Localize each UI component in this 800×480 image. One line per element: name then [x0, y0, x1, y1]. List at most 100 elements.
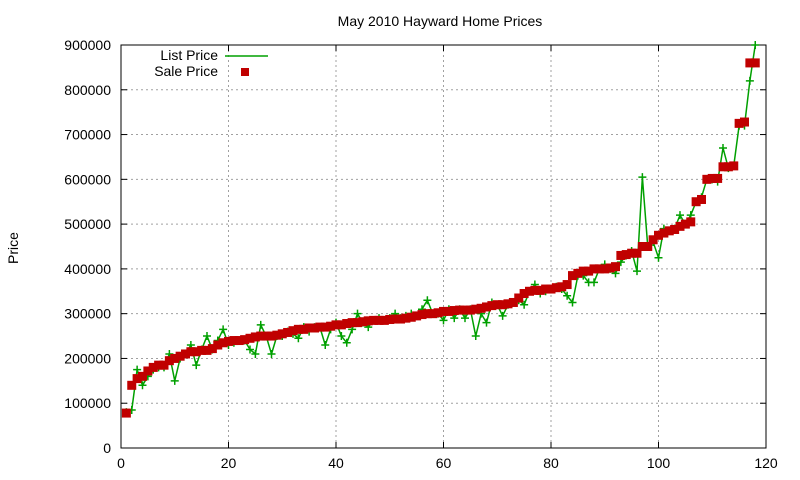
sale-price-point [616, 250, 626, 260]
sale-price-point [132, 374, 142, 384]
list-price-point [439, 316, 448, 325]
sale-price-point [492, 300, 502, 310]
sale-price-point [277, 329, 287, 339]
sale-price-point [224, 336, 233, 346]
sale-price-point [745, 58, 755, 68]
sale-price-point [304, 323, 314, 333]
y-tick-label: 700000 [64, 127, 111, 143]
sale-price-point [406, 312, 416, 322]
sale-price-point [121, 408, 131, 418]
legend-label-list-price: List Price [160, 47, 218, 63]
sale-price-point [648, 235, 658, 245]
sale-price-point [680, 219, 690, 229]
sale-price-point [170, 353, 180, 363]
sale-price-point [439, 306, 448, 316]
sale-price-point [288, 326, 298, 336]
sale-price-point [455, 305, 465, 315]
y-tick-label: 600000 [64, 171, 111, 187]
sale-price-point [326, 321, 336, 331]
x-tick-label: 100 [647, 455, 671, 471]
sale-price-point [267, 331, 276, 341]
y-tick-label: 100000 [64, 395, 111, 411]
sale-price-point [213, 340, 223, 350]
sale-price-point [498, 300, 508, 310]
sale-price-point [245, 333, 255, 343]
list-price-point [745, 76, 754, 85]
x-tick-label: 60 [436, 455, 452, 471]
list-price-point [267, 349, 276, 358]
sale-price-point [363, 316, 373, 326]
sale-price-point [627, 248, 637, 258]
sale-price-point [664, 226, 674, 236]
sale-price-point [562, 280, 572, 290]
list-price-point [676, 211, 684, 220]
sale-price-point [611, 262, 620, 272]
sale-price-point [293, 324, 303, 334]
sale-price-point [181, 349, 190, 359]
sale-price-point [396, 314, 405, 324]
sale-price-point [482, 302, 491, 312]
sale-price-point [175, 351, 185, 361]
sale-price-point [369, 315, 379, 325]
sale-price-point [240, 335, 250, 345]
sale-price-point [530, 285, 540, 295]
list-price-point [294, 334, 303, 343]
sale-price-point [487, 301, 497, 311]
y-tick-label: 0 [103, 440, 111, 456]
list-price-point [498, 311, 507, 320]
sale-price-point [353, 318, 362, 328]
sale-price-point [417, 310, 427, 320]
y-tick-label: 900000 [64, 37, 111, 53]
y-tick-label: 200000 [64, 350, 111, 366]
sale-price-point [750, 58, 760, 68]
sale-price-point [568, 271, 577, 281]
sale-price-point [476, 303, 486, 313]
sale-price-point [713, 173, 723, 183]
y-tick-label: 400000 [64, 261, 111, 277]
list-price-point [256, 320, 265, 329]
sale-price-point [299, 324, 309, 334]
list-price-point [633, 267, 641, 276]
sale-price-point [465, 305, 475, 315]
chart-title: May 2010 Hayward Home Prices [338, 13, 543, 29]
sale-price-point [229, 336, 239, 346]
sale-price-point [272, 330, 282, 340]
sale-price-point [535, 285, 545, 295]
sale-price-point [578, 266, 588, 276]
sale-price-point [164, 356, 174, 366]
sale-price-point [675, 221, 685, 231]
list-price-point [590, 278, 598, 287]
list-price-point [203, 332, 211, 341]
sale-price-point [261, 331, 271, 341]
sale-price-point [605, 263, 615, 273]
sale-price-point [250, 332, 260, 342]
sale-price-point [127, 380, 137, 390]
list-price-point [170, 376, 179, 385]
list-price-point [654, 253, 663, 262]
legend-swatch-sale-price [241, 68, 249, 76]
sale-price-point [659, 228, 669, 238]
list-price-point [133, 365, 142, 374]
sale-price-point [686, 217, 696, 227]
list-price-point [423, 296, 432, 305]
sale-price-point [670, 224, 680, 234]
list-price-point [321, 341, 330, 350]
sale-price-point [138, 371, 147, 381]
list-price-point [568, 298, 577, 307]
y-tick-label: 500000 [64, 216, 111, 232]
sale-price-point [734, 118, 744, 128]
sale-price-point [154, 360, 164, 370]
sale-price-point [525, 286, 534, 296]
sale-price-point [207, 344, 217, 354]
sale-price-point [460, 305, 470, 315]
sale-price-point [702, 174, 712, 184]
sale-price-point [310, 323, 319, 333]
sale-price-point [632, 248, 642, 258]
sale-price-point [202, 345, 212, 355]
sale-price-point [283, 327, 293, 337]
sale-price-point [374, 315, 384, 325]
tick-labels: 0 100000 200000 300000 400000 500000 600000 700… [64, 37, 778, 471]
sale-price-point [315, 322, 325, 332]
y-axis-label: Price [5, 232, 21, 264]
sale-price-point [320, 322, 330, 332]
